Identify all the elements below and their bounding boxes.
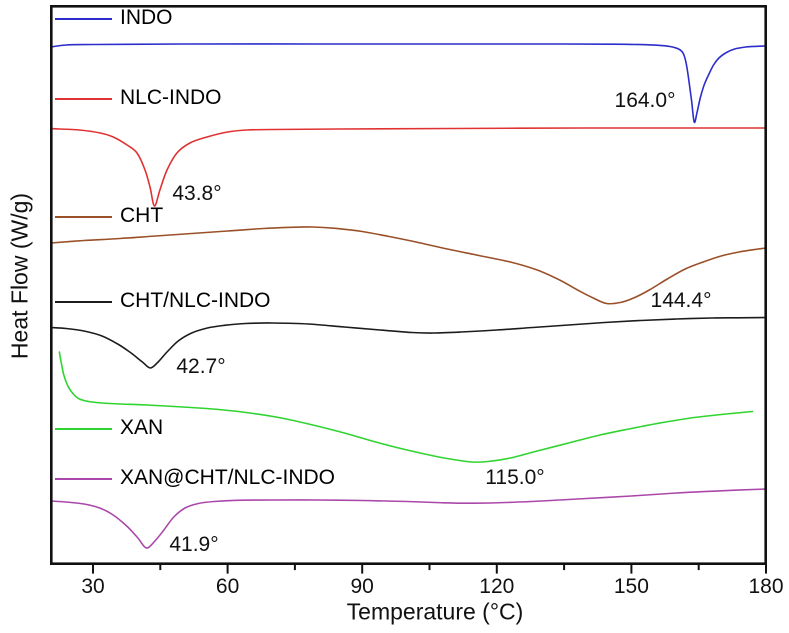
x-tick-label-150: 150 <box>613 575 649 598</box>
peak-annotation-164-0: 164.0° <box>614 89 676 112</box>
legend-line-nlc-indo <box>55 98 112 100</box>
legend-label-indo: INDO <box>120 6 173 30</box>
curve-cht <box>50 226 767 305</box>
peak-annotation-41-9: 41.9° <box>169 533 219 556</box>
x-tick-label-120: 120 <box>479 575 515 598</box>
peak-annotation-115-0: 115.0° <box>485 466 545 489</box>
legend-line-cht-nlc-indo <box>55 301 112 303</box>
legend-label-nlc-indo: NLC-INDO <box>120 86 222 110</box>
legend-line-indo <box>55 18 112 20</box>
legend-label-cht: CHT <box>120 204 164 228</box>
legend-line-cht <box>55 216 112 218</box>
curve-xan <box>58 351 754 463</box>
peak-annotation-144-4: 144.4° <box>650 289 712 312</box>
peak-annotation-42-7: 42.7° <box>176 355 226 378</box>
x-axis-ticks <box>92 564 767 574</box>
x-tick-label-90: 90 <box>350 575 374 598</box>
legend-label-xan-cht-nlc-indo: XAN@CHT/NLC-INDO <box>120 466 335 490</box>
legend-line-xan <box>55 428 112 430</box>
legend-label-xan: XAN <box>120 416 164 440</box>
curve-xan-cht-nlc-indo <box>50 488 767 549</box>
x-tick-label-30: 30 <box>81 575 105 598</box>
curve-indo <box>50 43 767 124</box>
legend-label-cht-nlc-indo: CHT/NLC-INDO <box>120 289 271 313</box>
x-tick-label-60: 60 <box>215 575 240 598</box>
x-axis-title: Temperature (°C) <box>346 598 524 625</box>
plot-frame <box>49 5 768 566</box>
y-axis-title: Heat Flow (W/g) <box>6 192 33 360</box>
curve-cht-nlc-indo <box>50 316 767 369</box>
curve-nlc-indo <box>50 127 767 207</box>
peak-annotation-43-8: 43.8° <box>172 182 222 205</box>
legend-line-xan-cht-nlc-indo <box>55 478 112 480</box>
curves-layer <box>50 43 767 549</box>
x-tick-label-180: 180 <box>748 575 784 598</box>
